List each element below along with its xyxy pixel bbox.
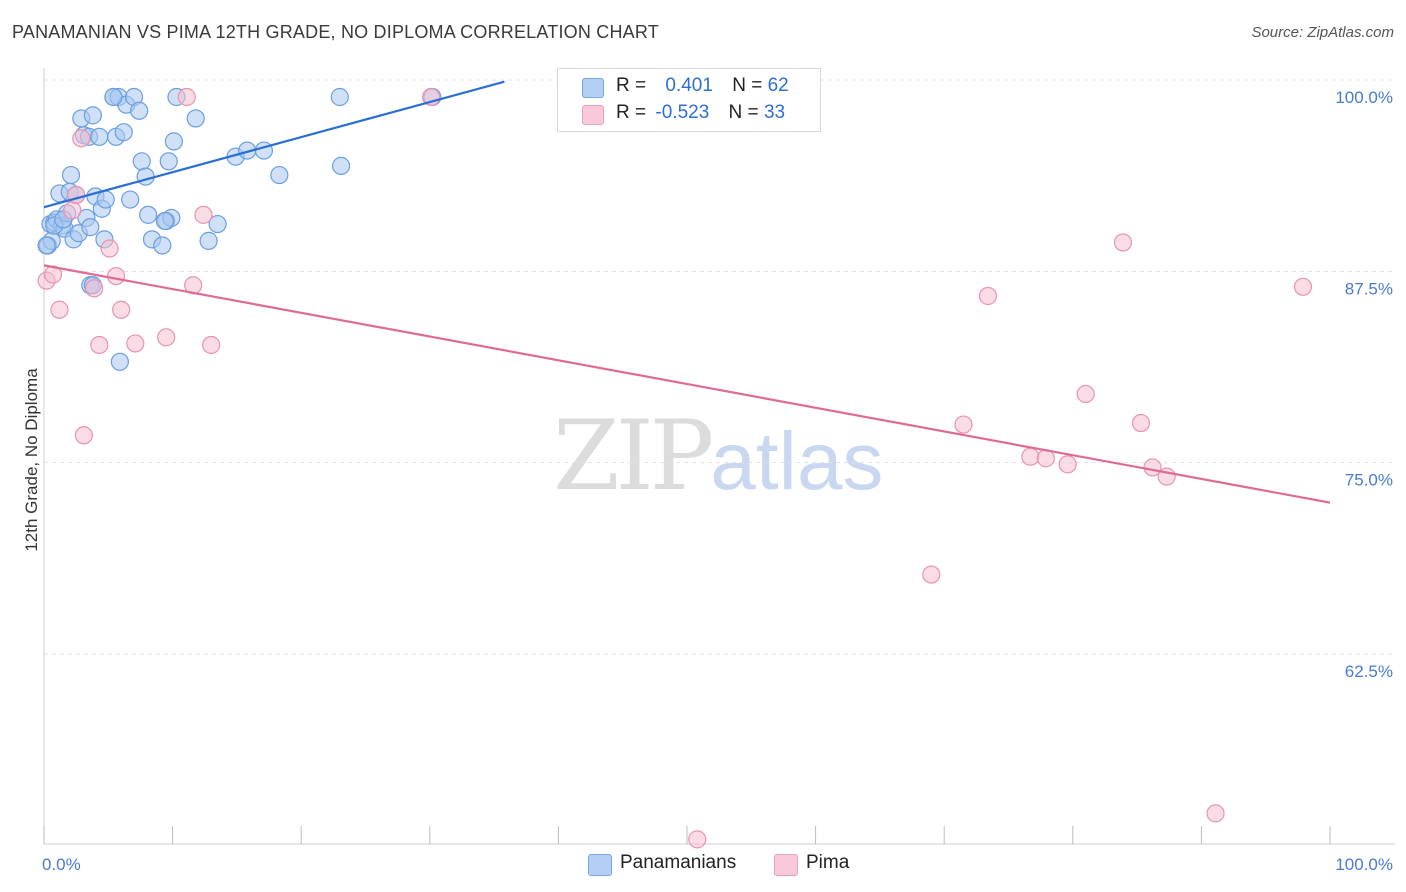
panamanian-point [114, 123, 133, 142]
series-legend: Panamanians Pima [0, 852, 1406, 878]
pima-point [1076, 384, 1095, 404]
pima-point [1113, 233, 1133, 252]
panamanian-point [121, 190, 140, 209]
panamanian-point [81, 218, 100, 237]
pima-point [1058, 455, 1077, 474]
pima-point [112, 300, 131, 319]
pima-points [37, 87, 1313, 849]
x-tick-label: 0.0% [42, 855, 81, 874]
panamanian-points [37, 87, 722, 371]
axes [43, 68, 1395, 845]
y-tick-label: 62.5% [1345, 662, 1393, 681]
panamanian-point [330, 87, 349, 107]
pima-point [1131, 413, 1151, 433]
pima-point [194, 205, 213, 224]
panamanian-point [270, 165, 289, 185]
pima-point [72, 129, 91, 148]
pima-point [954, 415, 973, 434]
legend-r-value: 0.401 [665, 75, 713, 96]
source-credit: Source: ZipAtlas.com [1251, 24, 1394, 41]
trendlines [43, 80, 1331, 504]
watermark: ZIPatlas [553, 400, 883, 512]
legend-n-label: N = [728, 102, 759, 123]
pima-point [922, 565, 941, 584]
pima-point [50, 300, 69, 319]
grid [44, 79, 1395, 655]
legend-r-label: R = [616, 102, 647, 123]
pima-point [1293, 277, 1313, 296]
y-tick-label: 87.5% [1345, 279, 1393, 298]
panamanian-point [37, 236, 56, 255]
pima-point [63, 201, 82, 220]
legend-label-pima: Pima [806, 852, 850, 873]
pima-point [106, 266, 126, 286]
panamanian-point [153, 236, 172, 255]
panamanian-point [139, 205, 158, 224]
legend-panamanian-text: R = 0.401 N = 62 [616, 75, 789, 97]
pima-point [202, 335, 221, 355]
y-tick-label: 75.0% [1345, 471, 1393, 490]
pima-point [157, 328, 176, 347]
panamanian-point [164, 132, 183, 151]
pima-point [1206, 804, 1225, 823]
panamanian-point [136, 167, 155, 186]
pima-point [688, 830, 707, 849]
pima-swatch [582, 105, 604, 125]
panamanians-swatch [588, 854, 612, 876]
watermark-atlas: atlas [710, 416, 884, 507]
panamanian-swatch [582, 78, 604, 98]
pima-point [1021, 447, 1040, 466]
pima-point [85, 279, 104, 298]
pima-point [100, 239, 119, 258]
legend-label-panamanians: Panamanians [620, 852, 737, 873]
pima-point [126, 334, 145, 353]
panamanian-point [199, 231, 218, 250]
pima-trendline [43, 264, 1331, 504]
x-tick-label: 100.0% [1335, 855, 1393, 874]
legend-n-value: 62 [767, 75, 789, 96]
chart-title: PANAMANIAN VS PIMA 12TH GRADE, NO DIPLOM… [12, 22, 659, 42]
pima-point [74, 426, 93, 445]
pima-legend-swatch [774, 854, 798, 876]
legend-n-value: 33 [763, 102, 786, 123]
panamanian-point [96, 190, 115, 209]
watermark-zip: ZIP [553, 400, 714, 512]
legend-n-label: N = [732, 75, 763, 96]
panamanian-point [155, 211, 174, 231]
panamanian-point [186, 109, 205, 128]
panamanian-point [104, 87, 123, 107]
legend-pima-text: R = -0.523 N = 33 [616, 102, 785, 124]
pima-point [90, 335, 109, 355]
correlation-legend: R = 0.401 N = 62 R = -0.523 N = 33 [557, 68, 821, 132]
legend-r-value: -0.523 [655, 102, 710, 123]
legend-r-label: R = [616, 75, 647, 96]
tick-labels: 62.5% 75.0% 87.5% 100.0% 0.0% 100.0% [42, 88, 1393, 874]
pima-point [177, 87, 196, 107]
panamanian-point [110, 352, 129, 371]
pima-point [978, 286, 998, 306]
panamanian-point [90, 127, 109, 146]
panamanian-point [61, 165, 81, 185]
panamanian-point [130, 101, 149, 120]
panamanian-point [159, 152, 178, 171]
panamanian-point [331, 156, 351, 175]
panamanian-point [132, 152, 151, 171]
y-tick-label: 100.0% [1335, 88, 1393, 107]
panamanian-point [83, 106, 102, 125]
panamanian-point [208, 214, 227, 234]
panamanian-trendline [43, 80, 505, 209]
